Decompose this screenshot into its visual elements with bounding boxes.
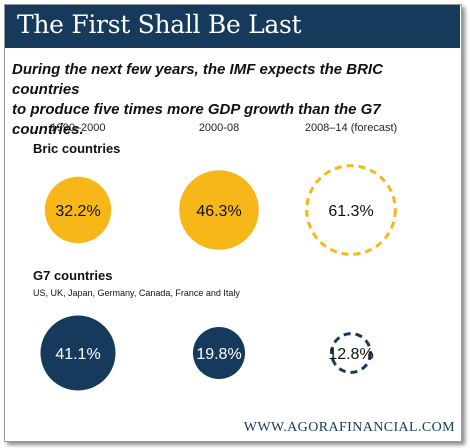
chart-title: The First Shall Be Last xyxy=(17,10,302,39)
forecast-bubble xyxy=(330,332,372,374)
series-labels: Bric countries G7 countries US, UK, Japan,… xyxy=(33,141,240,298)
bubble xyxy=(44,176,112,244)
data-label: 61.3% xyxy=(328,203,373,220)
period-label: 1990–2000 xyxy=(50,122,105,134)
bubbles: 32.2% 46.3% 61.3% 41.1% 19.8% 12.8% xyxy=(40,164,397,391)
footer-url: WWW.AGORAFINANCIAL.COM xyxy=(243,420,455,435)
data-label: 19.8% xyxy=(196,346,241,363)
period-label: 2008–14 (forecast) xyxy=(305,122,397,134)
bubble xyxy=(40,315,116,391)
data-label: 41.1% xyxy=(55,346,100,363)
title-banner: The First Shall Be Last xyxy=(5,5,460,48)
series-name: Bric countries xyxy=(33,141,120,156)
data-label: 32.2% xyxy=(55,203,100,220)
period-labels: 1990–2000 2000-08 2008–14 (forecast) xyxy=(50,122,397,134)
series-note: US, UK, Japan, Germany, Canada, France a… xyxy=(33,288,240,298)
series-name: G7 countries xyxy=(33,268,112,283)
subtitle-line-1: During the next few years, the IMF expec… xyxy=(12,61,383,98)
data-label: 12.8% xyxy=(328,346,373,363)
period-label: 2000-08 xyxy=(199,122,239,134)
data-label: 46.3% xyxy=(196,203,241,220)
subtitle-line-2: to produce five times more GDP growth th… xyxy=(12,101,381,138)
forecast-bubble xyxy=(305,164,397,256)
bubble xyxy=(192,326,246,380)
chart-subtitle: During the next few years, the IMF expec… xyxy=(12,60,452,140)
bubble xyxy=(179,170,259,250)
